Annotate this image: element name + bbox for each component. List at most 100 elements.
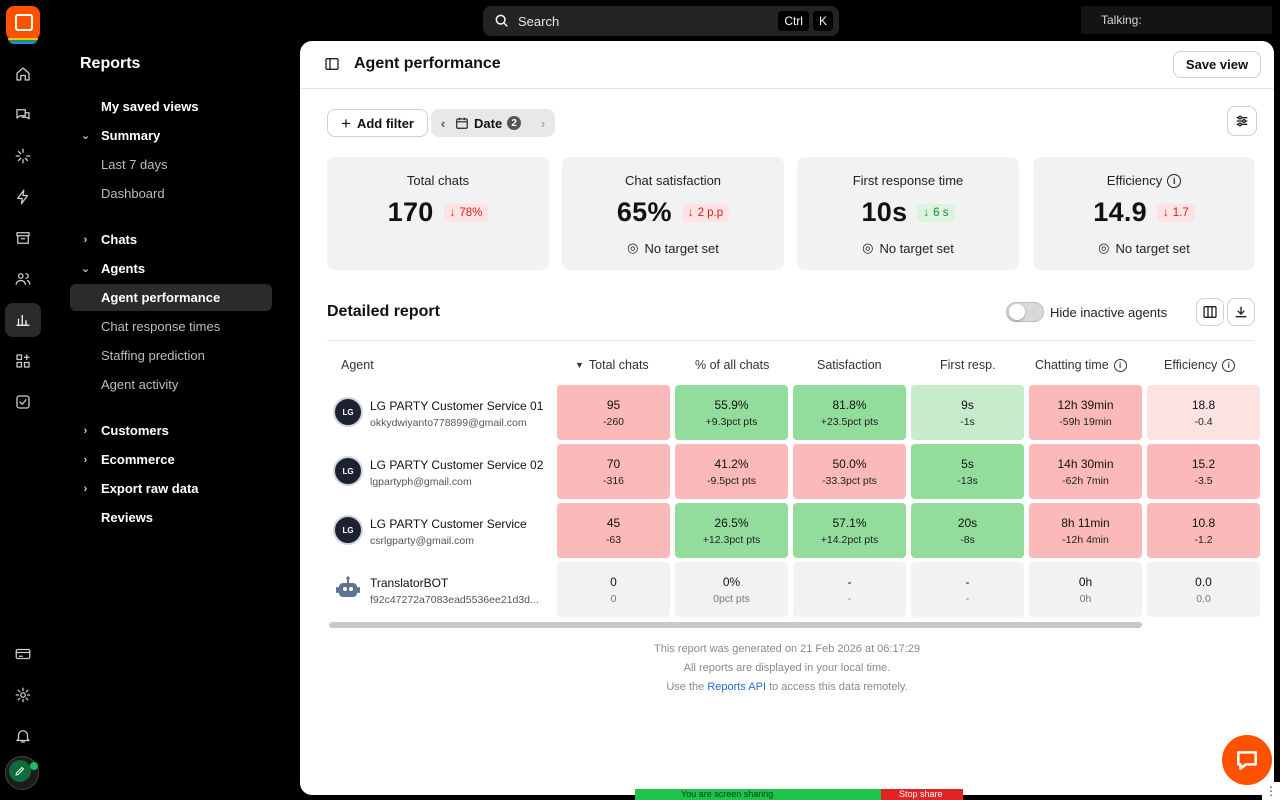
metric-card-chat-satisfaction[interactable]: Chat satisfaction 65% ↓ 2 p.p ◎ No target … [562, 157, 784, 270]
target-icon: ◎ [1098, 240, 1110, 255]
agent-name: TranslatorBOT [370, 576, 449, 590]
more-options-icon[interactable]: ⋮ [1262, 782, 1280, 800]
sidebar-item-ecommerce[interactable]: › Ecommerce [70, 446, 272, 473]
cell-pct-all-chats: 55.9% +9.3pct pts [675, 385, 788, 440]
sidebar-item-chats[interactable]: › Chats [70, 226, 272, 253]
agent-email: csrlgparty@gmail.com [370, 535, 475, 547]
metric-delta: ↓ 2 p.p [681, 203, 730, 222]
cell-total-chats: 95 -260 [557, 385, 670, 440]
hide-inactive-toggle[interactable] [1006, 302, 1044, 322]
reports-api-link[interactable]: Reports API [707, 681, 767, 693]
sidebar-item-staffing-prediction[interactable]: Staffing prediction [101, 348, 205, 363]
agent-avatar: LG [333, 397, 363, 427]
save-view-button[interactable]: Save view [1173, 51, 1261, 78]
sidebar-item-agent-performance[interactable]: Agent performance [70, 284, 272, 311]
sidebar-item-my-saved-views[interactable]: My saved views [101, 99, 199, 114]
metric-card-efficiency[interactable]: Efficiency i 14.9 ↓ 1.7 ◎ No target set [1033, 157, 1255, 270]
home-icon[interactable] [5, 57, 41, 91]
sidebar-item-dashboard[interactable]: Dashboard [101, 186, 165, 201]
column-header-agent[interactable]: Agent [341, 358, 374, 372]
table-row[interactable]: LG LG PARTY Customer Service 02 lgpartyp… [327, 444, 1260, 500]
agent-avatar: LG [333, 456, 363, 486]
arrow-down-icon: ↓ [1163, 206, 1169, 219]
reports-icon[interactable] [5, 303, 41, 337]
user-avatar[interactable] [5, 756, 39, 790]
metric-card-total-chats[interactable]: Total chats 170 ↓ 78% [327, 157, 549, 270]
column-header-satisfaction[interactable]: Satisfaction [817, 358, 882, 372]
metric-target[interactable]: ◎ No target set [862, 240, 954, 256]
notifications-icon[interactable] [5, 719, 41, 753]
cell-first-resp: 20s -8s [911, 503, 1024, 558]
chat-widget-button[interactable] [1222, 735, 1272, 785]
table-header: Agent ▼ Total chats % of all chats Satisf… [327, 340, 1254, 387]
date-filter-chip[interactable]: ‹ Date 2 › [431, 109, 555, 137]
global-search[interactable]: Search Ctrl K [483, 6, 839, 36]
tasks-icon[interactable] [5, 385, 41, 419]
column-header-total-chats[interactable]: ▼ Total chats [575, 358, 649, 372]
search-shortcut: Ctrl K [778, 11, 833, 31]
settings-icon[interactable] [5, 678, 41, 712]
engage-icon[interactable] [5, 139, 41, 173]
local-time-note: All reports are displayed in your local … [683, 662, 891, 674]
date-filter-label: Date [474, 115, 503, 131]
billing-icon[interactable] [5, 637, 41, 671]
toggle-knob [1009, 304, 1025, 320]
add-filter-button[interactable]: + Add filter [327, 109, 428, 137]
app-logo-icon[interactable] [6, 6, 40, 40]
sidebar-item-chat-response-times[interactable]: Chat response times [101, 319, 221, 334]
report-settings-button[interactable] [1227, 106, 1257, 136]
screen-sharing-bar: You are screen sharing Stop share [635, 789, 963, 800]
download-icon [1235, 306, 1247, 318]
sidebar-toggle-icon[interactable] [324, 56, 340, 72]
arrow-down-icon: ↓ [687, 206, 694, 219]
cell-satisfaction: 50.0% -33.3pct pts [793, 444, 906, 499]
date-next-icon[interactable]: › [540, 115, 546, 131]
arrow-down-icon: ↓ [923, 206, 930, 219]
info-icon[interactable]: i [1222, 358, 1236, 372]
columns-button[interactable] [1196, 298, 1224, 326]
agent-cell: TranslatorBOT f92c47272a7083ead5536ee21d… [333, 562, 553, 618]
sidebar-item-last-7-days[interactable]: Last 7 days [101, 157, 168, 172]
sidebar-item-agent-activity[interactable]: Agent activity [101, 377, 179, 392]
column-header-pct-all-chats[interactable]: % of all chats [695, 358, 770, 372]
metric-label: Chat satisfaction [624, 173, 722, 188]
info-icon[interactable]: i [1113, 358, 1127, 372]
sidebar-item-customers[interactable]: › Customers [70, 417, 272, 444]
calendar-icon [456, 117, 468, 129]
horizontal-scrollbar[interactable] [329, 622, 1142, 628]
info-icon[interactable]: i [1167, 173, 1182, 188]
metric-target[interactable]: ◎ No target set [627, 240, 719, 256]
sidebar-item-summary[interactable]: ⌄ Summary [70, 122, 272, 149]
column-header-chatting-time[interactable]: Chatting time i [1035, 358, 1127, 372]
cell-efficiency: 0.0 0.0 [1147, 562, 1260, 617]
agent-avatar: LG [333, 515, 363, 545]
column-header-first-resp[interactable]: First resp. [940, 358, 996, 372]
metric-label: First response time [852, 173, 964, 188]
cell-efficiency: 15.2 -3.5 [1147, 444, 1260, 499]
date-prev-icon[interactable]: ‹ [440, 115, 446, 131]
archives-icon[interactable] [5, 221, 41, 255]
table-row[interactable]: LG LG PARTY Customer Service csrlgparty@… [327, 503, 1260, 559]
cell-satisfaction: -- [793, 562, 906, 617]
automation-icon[interactable] [5, 180, 41, 214]
sidebar-item-agents[interactable]: ⌄ Agents [70, 255, 272, 282]
chevron-right-icon: › [83, 233, 88, 246]
team-icon[interactable] [5, 262, 41, 296]
table-row[interactable]: TranslatorBOT f92c47272a7083ead5536ee21d… [327, 562, 1260, 618]
metric-card-first-response-time[interactable]: First response time 10s ↓ 6 s ◎ No target … [797, 157, 1019, 270]
chats-icon[interactable] [5, 98, 41, 132]
metric-delta: ↓ 6 s [917, 203, 955, 222]
apps-icon[interactable] [5, 344, 41, 378]
sidebar-item-reviews[interactable]: Reviews [101, 510, 154, 525]
agent-cell: LG LG PARTY Customer Service 02 lgpartyp… [333, 444, 553, 500]
column-header-efficiency[interactable]: Efficiency i [1164, 358, 1236, 372]
table-row[interactable]: LG LG PARTY Customer Service 01 okkydwiy… [327, 385, 1260, 441]
download-button[interactable] [1227, 298, 1255, 326]
metric-target[interactable]: ◎ No target set [1098, 240, 1190, 256]
sidebar-item-export-raw-data[interactable]: › Export raw data [70, 475, 272, 502]
cell-chatting-time: 14h 30min -62h 7min [1029, 444, 1142, 499]
columns-icon [1203, 306, 1217, 318]
cell-total-chats: 70 -316 [557, 444, 670, 499]
edit-icon[interactable] [9, 760, 31, 782]
stop-share-button[interactable]: Stop share [881, 789, 963, 800]
